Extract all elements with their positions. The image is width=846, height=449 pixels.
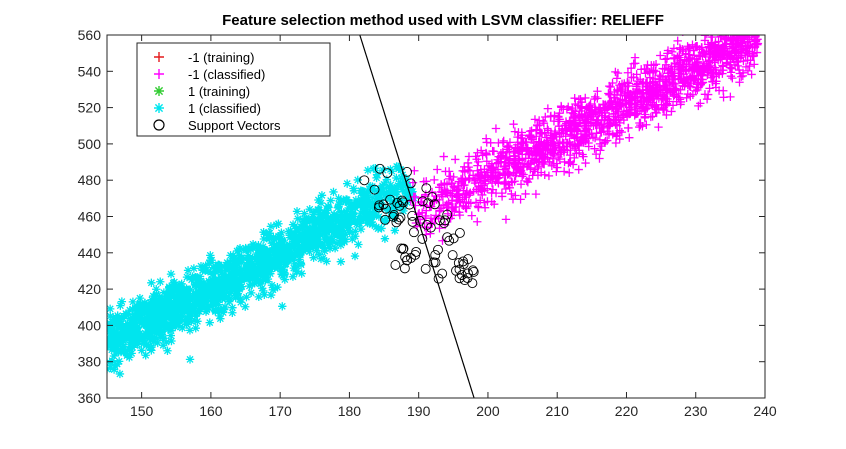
- legend-entry-label: -1 (classified): [188, 67, 265, 82]
- legend-entry-label: Support Vectors: [188, 118, 281, 133]
- series-1-classified-points: [107, 162, 418, 379]
- legend-marker-support-vectors: [153, 119, 165, 131]
- legend-marker: [154, 103, 164, 113]
- decision-boundary-line: [359, 35, 475, 398]
- y-tick-label: 420: [78, 281, 102, 297]
- y-tick-label: 440: [78, 245, 102, 261]
- x-tick-label: 220: [615, 403, 639, 419]
- y-tick-label: 540: [78, 63, 102, 79]
- y-tick-label: 480: [78, 172, 102, 188]
- y-tick-label: 460: [78, 209, 102, 225]
- x-tick-label: 190: [407, 403, 431, 419]
- plot-area: [107, 35, 763, 398]
- y-tick-label: 560: [78, 27, 102, 43]
- y-tick-label: 380: [78, 354, 102, 370]
- legend-marker: [154, 69, 164, 79]
- x-tick-label: 170: [268, 403, 292, 419]
- y-tick-label: 520: [78, 100, 102, 116]
- support-vectors: [359, 163, 479, 289]
- x-tick-label: 210: [546, 403, 570, 419]
- x-tick-label: 230: [684, 403, 708, 419]
- legend-marker: [154, 52, 164, 62]
- legend-entry-label: 1 (training): [188, 84, 250, 99]
- legend-entry-label: 1 (classified): [188, 101, 261, 116]
- legend-box: [136, 42, 331, 137]
- y-tick-label: 360: [78, 390, 102, 406]
- x-tick-label: 180: [338, 403, 362, 419]
- axes: 150 160 170 180 190 200 210 220 230 240 360 380 400 4…: [78, 27, 777, 419]
- series-neg1-classified-points: [406, 35, 763, 245]
- x-tick-label: 240: [753, 403, 777, 419]
- chart-title: Feature selection method used with LSVM …: [222, 12, 664, 29]
- x-tick-label: 150: [130, 403, 154, 419]
- y-tick-label: 500: [78, 136, 102, 152]
- x-tick-label: 160: [199, 403, 223, 419]
- legend: -1 (training) -1 (classified) 1 (training)…: [136, 42, 331, 137]
- legend-marker: [154, 86, 164, 96]
- legend-entry-label: -1 (training): [188, 50, 254, 65]
- y-tick-label: 400: [78, 317, 102, 333]
- x-tick-label: 200: [476, 403, 500, 419]
